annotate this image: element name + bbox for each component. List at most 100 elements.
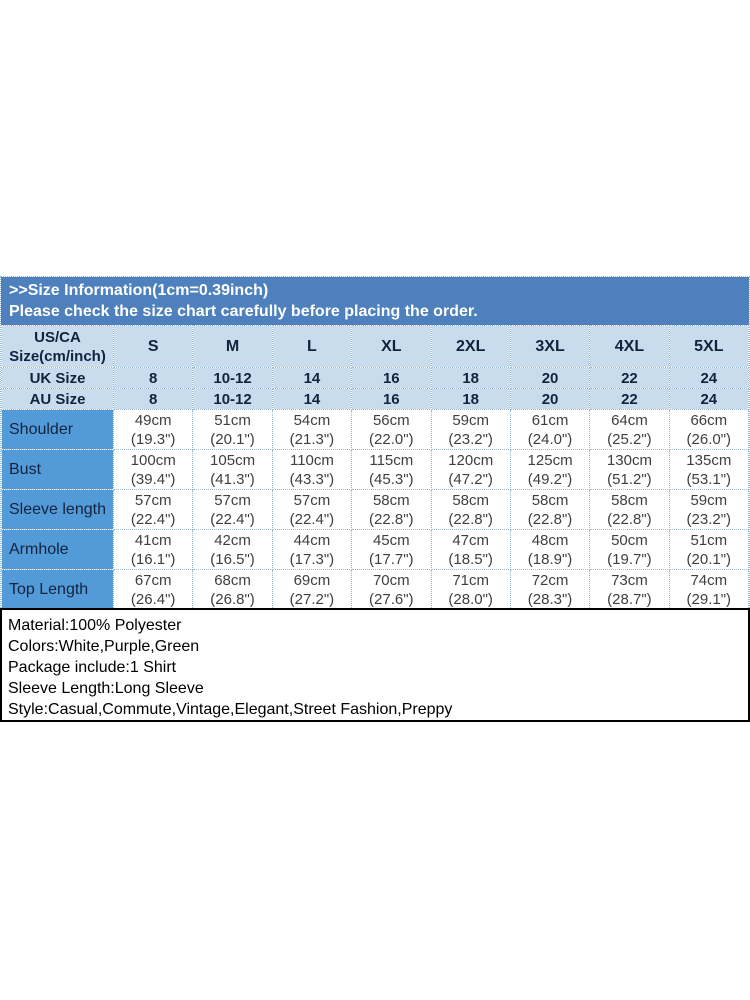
measurement-cm-value: 44cm <box>293 531 331 549</box>
measurement-inch-value: (39.4") <box>130 470 176 488</box>
region-size-value: 8 <box>112 388 194 410</box>
measurement-cm-value: 50cm <box>611 531 648 549</box>
measurement-cell: 58cm (22.8") <box>430 489 511 530</box>
size-column-header: XL <box>351 325 432 368</box>
measurement-inch-value: (17.3") <box>289 550 335 568</box>
measurement-inch-value: (18.9") <box>527 550 573 568</box>
measurement-cell: 44cm (17.3") <box>271 529 353 570</box>
size-info-banner: >>Size Information(1cm=0.39inch) Please … <box>1 277 749 325</box>
measurement-cm-value: 58cm <box>452 491 490 509</box>
measurement-cm-value: 135cm <box>686 451 732 469</box>
measurement-row-label: Sleeve length <box>1 489 114 530</box>
banner-subtitle: Please check the size chart carefully be… <box>9 303 478 320</box>
measurement-cell: 49cm (19.3") <box>112 409 194 450</box>
measurement-cell: 57cm (22.4") <box>192 489 273 530</box>
info-line: Style:Casual,Commute,Vintage,Elegant,Str… <box>8 701 453 718</box>
measurement-cell: 70cm (27.6") <box>351 569 432 610</box>
measurement-cm-value: 49cm <box>134 411 172 429</box>
measurement-cell: 69cm (27.2") <box>271 569 353 610</box>
measurement-cell: 110cm (43.3") <box>271 449 353 490</box>
region-size-value: 10-12 <box>192 388 273 410</box>
measurement-cell: 66cm (26.0") <box>668 409 750 450</box>
measurement-inch-value: (28.3") <box>527 590 573 608</box>
region-size-value: 22 <box>589 388 670 410</box>
measurement-inch-value: (45.3") <box>369 470 414 488</box>
region-size-value: 14 <box>271 367 353 389</box>
measurement-inch-value: (43.3") <box>289 470 335 488</box>
measurement-inch-value: (17.7") <box>369 550 414 568</box>
measurement-cm-value: 115cm <box>369 451 414 469</box>
measurement-row: Top Length 67cm (26.4") 68cm (26.8") 69cm (27.… <box>1 569 750 610</box>
measurement-cell: 54cm (21.3") <box>271 409 353 450</box>
measurement-inch-value: (51.2") <box>607 470 652 488</box>
measurement-inch-value: (28.7") <box>607 590 652 608</box>
measurement-cm-value: 61cm <box>531 411 569 429</box>
measurement-cm-value: 58cm <box>611 491 648 509</box>
measurement-inch-value: (22.8") <box>607 510 652 528</box>
banner-title: >>Size Information(1cm=0.39inch) <box>9 282 269 299</box>
measurement-inch-value: (29.1") <box>686 590 732 608</box>
measurement-cell: 58cm (22.8") <box>351 489 432 530</box>
measurement-inch-value: (53.1") <box>686 470 732 488</box>
measurement-cell: 42cm (16.5") <box>192 529 273 570</box>
region-size-value: 22 <box>589 367 670 389</box>
measurement-cm-value: 68cm <box>214 571 251 589</box>
corner-header-line1: US/CA <box>34 328 81 346</box>
measurement-inch-value: (19.7") <box>607 550 652 568</box>
measurement-inch-value: (49.2") <box>527 470 573 488</box>
measurement-inch-value: (23.2") <box>448 430 493 448</box>
size-column-header: S <box>112 325 194 368</box>
measurement-cm-value: 70cm <box>372 571 410 589</box>
measurement-inch-value: (47.2") <box>448 470 493 488</box>
measurement-cell: 64cm (25.2") <box>589 409 670 450</box>
measurement-cm-value: 56cm <box>372 411 410 429</box>
measurement-cell: 135cm (53.1") <box>668 449 750 490</box>
measurement-cm-value: 54cm <box>293 411 331 429</box>
measurement-inch-value: (26.4") <box>130 590 176 608</box>
measurement-cell: 72cm (28.3") <box>509 569 591 610</box>
measurement-inch-value: (16.5") <box>210 550 255 568</box>
measurement-inch-value: (26.0") <box>686 430 732 448</box>
product-info-box: Material:100% Polyester Colors:White,Purp… <box>0 608 750 722</box>
measurement-row: Armhole 41cm (16.1") 42cm (16.5") 44cm (17.3")… <box>1 529 750 570</box>
measurement-inch-value: (19.3") <box>130 430 176 448</box>
corner-header-line2: Size(cm/inch) <box>9 347 106 365</box>
measurement-cm-value: 42cm <box>214 531 251 549</box>
measurement-cm-value: 41cm <box>134 531 172 549</box>
measurement-cell: 57cm (22.4") <box>271 489 353 530</box>
size-column-header: 3XL <box>509 325 591 368</box>
region-size-row: AU Size 8 10-12 14 16 18 20 22 24 <box>1 388 750 410</box>
measurement-inch-value: (22.4") <box>210 510 255 528</box>
measurement-cell: 59cm (23.2") <box>430 409 511 450</box>
measurement-row-label: Bust <box>1 449 114 490</box>
info-line: Package include:1 Shirt <box>8 659 177 676</box>
size-column-header: 5XL <box>668 325 750 368</box>
info-line: Material:100% Polyester <box>8 617 182 634</box>
measurement-cm-value: 57cm <box>214 491 251 509</box>
measurement-cm-value: 72cm <box>531 571 569 589</box>
measurement-cell: 115cm (45.3") <box>351 449 432 490</box>
measurement-inch-value: (16.1") <box>130 550 176 568</box>
measurement-cell: 45cm (17.7") <box>351 529 432 570</box>
measurement-inch-value: (22.8") <box>448 510 493 528</box>
measurement-row-label: Shoulder <box>1 409 114 450</box>
measurement-cm-value: 58cm <box>531 491 569 509</box>
measurement-cell: 130cm (51.2") <box>589 449 670 490</box>
measurement-cell: 50cm (19.7") <box>589 529 670 570</box>
size-column-header: M <box>192 325 273 368</box>
measurement-cell: 67cm (26.4") <box>112 569 194 610</box>
measurement-cm-value: 51cm <box>690 531 728 549</box>
region-size-row-label: UK Size <box>1 367 114 389</box>
measurement-inch-value: (22.8") <box>369 510 414 528</box>
measurement-inch-value: (22.0") <box>369 430 414 448</box>
measurement-cm-value: 130cm <box>606 451 652 469</box>
measurement-cell: 57cm (22.4") <box>112 489 194 530</box>
size-table: US/CA Size(cm/inch) S M L XL 2XL 3XL 4XL 5XL UK Si… <box>1 325 750 610</box>
region-size-value: 14 <box>271 388 353 410</box>
measurement-cm-value: 47cm <box>452 531 490 549</box>
measurement-cm-value: 69cm <box>293 571 331 589</box>
measurement-cm-value: 105cm <box>210 451 256 469</box>
measurement-inch-value: (20.1") <box>686 550 732 568</box>
region-size-value: 20 <box>509 388 591 410</box>
